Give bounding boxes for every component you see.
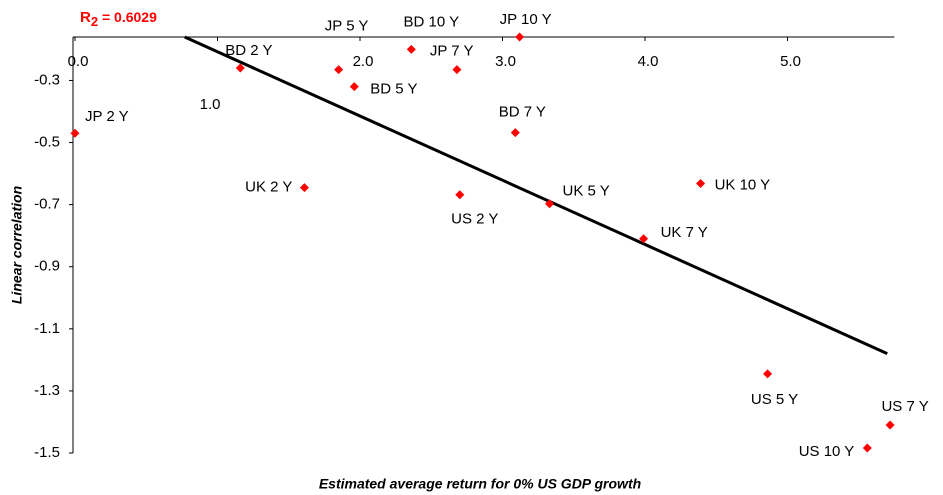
x-tick-label: 4.0 (638, 53, 659, 70)
y-tick-label: -0.5 (34, 134, 60, 151)
point (334, 65, 344, 75)
point (862, 443, 872, 453)
point (510, 128, 520, 138)
x-tick-label: 3.0 (495, 53, 516, 70)
point-label: JP 7 Y (430, 43, 474, 60)
point (299, 183, 309, 193)
y-axis-title: Linear correlation (9, 186, 25, 304)
point-label: JP 2 Y (85, 108, 129, 125)
point-label: BD 5 Y (370, 81, 417, 98)
trend-line (184, 35, 888, 356)
point-label: BD 10 Y (404, 13, 460, 30)
point (639, 234, 649, 244)
point-label: US 10 Y (799, 443, 855, 460)
x-tick-label: 0.0 (68, 53, 89, 70)
point-label: US 2 Y (451, 211, 498, 228)
annotation-part: = 0.6029 (98, 9, 157, 25)
x-tick-label: 2.0 (353, 53, 374, 70)
point (349, 82, 359, 92)
point-label: UK 10 Y (715, 177, 771, 194)
point (885, 420, 895, 430)
point-label: JP 10 Y (500, 11, 552, 28)
point-label: UK 7 Y (661, 224, 708, 241)
y-tick-label: -1.1 (34, 320, 60, 337)
point (235, 63, 245, 73)
y-tick-label: -0.9 (34, 258, 60, 275)
annotation: R2 = 0.6029 (80, 9, 157, 30)
point (545, 199, 555, 209)
point (763, 369, 773, 379)
point (406, 44, 416, 54)
point (452, 65, 462, 75)
x-tick-label: 5.0 (780, 53, 801, 70)
point-label: US 5 Y (751, 391, 798, 408)
point (455, 190, 465, 200)
annotation-part: R (80, 9, 91, 26)
point (515, 32, 525, 42)
y-tick-label: -0.7 (34, 196, 60, 213)
point-label: BD 7 Y (499, 104, 546, 121)
annotation-part: 2 (91, 14, 98, 29)
y-tick-label: -1.5 (34, 444, 60, 461)
point-label: US 7 Y (881, 398, 928, 415)
x-tick-label: 1.0 (200, 96, 221, 113)
point-label: BD 2 Y (225, 42, 272, 59)
point (70, 128, 80, 138)
point-label: UK 5 Y (563, 183, 610, 200)
point-label: UK 2 Y (245, 179, 292, 196)
point (696, 179, 706, 189)
point-label: JP 5 Y (325, 18, 369, 35)
y-tick-label: -0.3 (34, 71, 60, 88)
y-tick-label: -1.3 (34, 382, 60, 399)
x-axis-title: Estimated average return for 0% US GDP g… (319, 476, 641, 492)
